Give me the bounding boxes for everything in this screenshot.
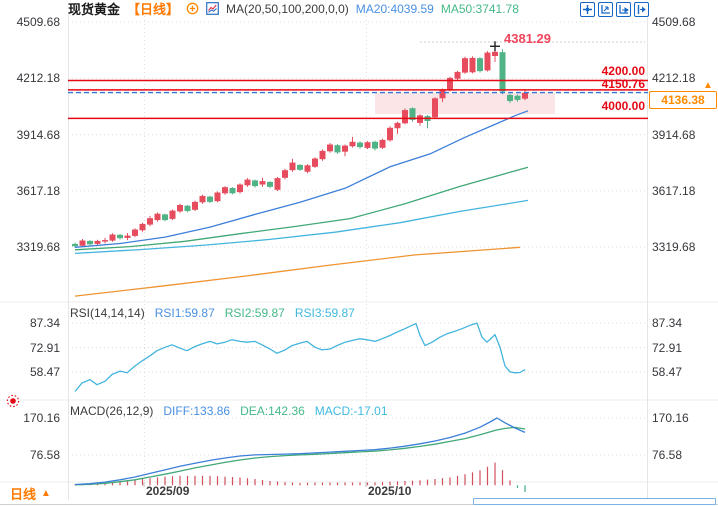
macd-axis-label: 170.16 bbox=[652, 411, 689, 425]
auto-scale-icon[interactable] bbox=[598, 2, 613, 17]
moving-averages bbox=[74, 110, 529, 297]
price-axis-label: 4212.18 bbox=[16, 71, 60, 85]
rsi2-value: RSI2:59.87 bbox=[224, 306, 285, 320]
candlestick-series bbox=[72, 46, 528, 248]
rsi-axis-label: 58.47 bbox=[652, 365, 683, 379]
pane-layout-icon[interactable] bbox=[580, 2, 595, 17]
ma20-value: MA20:4039.59 bbox=[355, 1, 434, 16]
rsi-line bbox=[74, 322, 526, 392]
price-axis-label: 3319.68 bbox=[652, 240, 696, 254]
macd-axis-label: 76.58 bbox=[29, 448, 60, 462]
rsi3-value: RSI3:59.87 bbox=[294, 306, 355, 320]
dea-value: DEA:142.36 bbox=[240, 404, 305, 418]
chart-header: 现货黄金 【日线】 MA(20,50,100,200,0,0) MA20:403… bbox=[68, 1, 519, 18]
macd-lines bbox=[74, 417, 526, 486]
macd-settings-label: MACD(26,12,9) bbox=[70, 404, 154, 418]
price-axis-label: 4509.68 bbox=[652, 15, 696, 29]
add-indicator-icon[interactable] bbox=[186, 2, 199, 15]
ma50-value: MA50:3741.78 bbox=[440, 1, 519, 16]
price-axis-label: 3617.18 bbox=[16, 184, 60, 198]
price-axis-label: 4509.68 bbox=[16, 15, 60, 29]
timeframe-selector[interactable]: 日线 ▲ bbox=[10, 484, 51, 503]
macd-value: MACD:-17.01 bbox=[314, 404, 388, 418]
ma-indicator-icon[interactable] bbox=[206, 2, 219, 15]
level-lines bbox=[68, 79, 648, 120]
scroll-to-latest-icon[interactable] bbox=[634, 2, 649, 17]
date-axis-label: 2025/09 bbox=[146, 484, 190, 498]
rsi-axis-label: 58.47 bbox=[29, 365, 60, 379]
rsi-axis-label: 87.34 bbox=[652, 316, 683, 330]
high-price-label: 4381.29 bbox=[504, 31, 551, 46]
price-axis-label: 4212.18 bbox=[652, 71, 696, 85]
chart-toolbar bbox=[580, 2, 649, 17]
rsi-axis-label: 87.34 bbox=[29, 316, 60, 330]
price-marker-arrow: ▲ bbox=[703, 80, 713, 91]
rsi-axis-label: 72.91 bbox=[652, 341, 683, 355]
ma-settings-label: MA(20,50,100,200,0,0) bbox=[226, 1, 349, 16]
symbol-name: 现货黄金 bbox=[68, 2, 121, 17]
high-marker bbox=[490, 41, 500, 52]
macd-axis-label: 76.58 bbox=[652, 448, 683, 462]
price-axis-label: 3319.68 bbox=[16, 240, 60, 254]
rsi-settings-label: RSI(14,14,14) bbox=[70, 306, 145, 320]
macd-histogram bbox=[74, 462, 526, 492]
macd-header: MACD(26,12,9) DIFF:133.86 DEA:142.36 MAC… bbox=[70, 404, 388, 418]
price-axis-label: 3617.18 bbox=[652, 184, 696, 198]
last-price-badge: 4136.38 bbox=[649, 91, 717, 109]
rsi-axis-label: 72.91 bbox=[29, 341, 60, 355]
macd-axis-label: 170.16 bbox=[23, 411, 60, 425]
price-axis-label: 3914.68 bbox=[16, 128, 60, 142]
resistance1-label: 4200.00 bbox=[601, 64, 645, 78]
date-axis-label: 2025/10 bbox=[368, 484, 412, 498]
chart-shift-icon[interactable] bbox=[616, 2, 631, 17]
rsi-header: RSI(14,14,14) RSI1:59.87 RSI2:59.87 RSI3… bbox=[70, 306, 355, 320]
rsi1-value: RSI1:59.87 bbox=[154, 306, 215, 320]
chart-scrollbar-thumb[interactable] bbox=[473, 498, 716, 505]
resistance2-label: 4150.76 bbox=[601, 77, 645, 91]
timeframe-tag: 【日线】 bbox=[127, 2, 180, 17]
caret-up-icon: ▲ bbox=[41, 488, 51, 499]
diff-value: DIFF:133.86 bbox=[163, 404, 231, 418]
support-label: 4000.00 bbox=[601, 99, 645, 113]
timeframe-label: 日线 bbox=[10, 487, 37, 502]
price-axis-label: 3914.68 bbox=[652, 128, 696, 142]
indicator-marker-icon[interactable] bbox=[5, 393, 21, 412]
